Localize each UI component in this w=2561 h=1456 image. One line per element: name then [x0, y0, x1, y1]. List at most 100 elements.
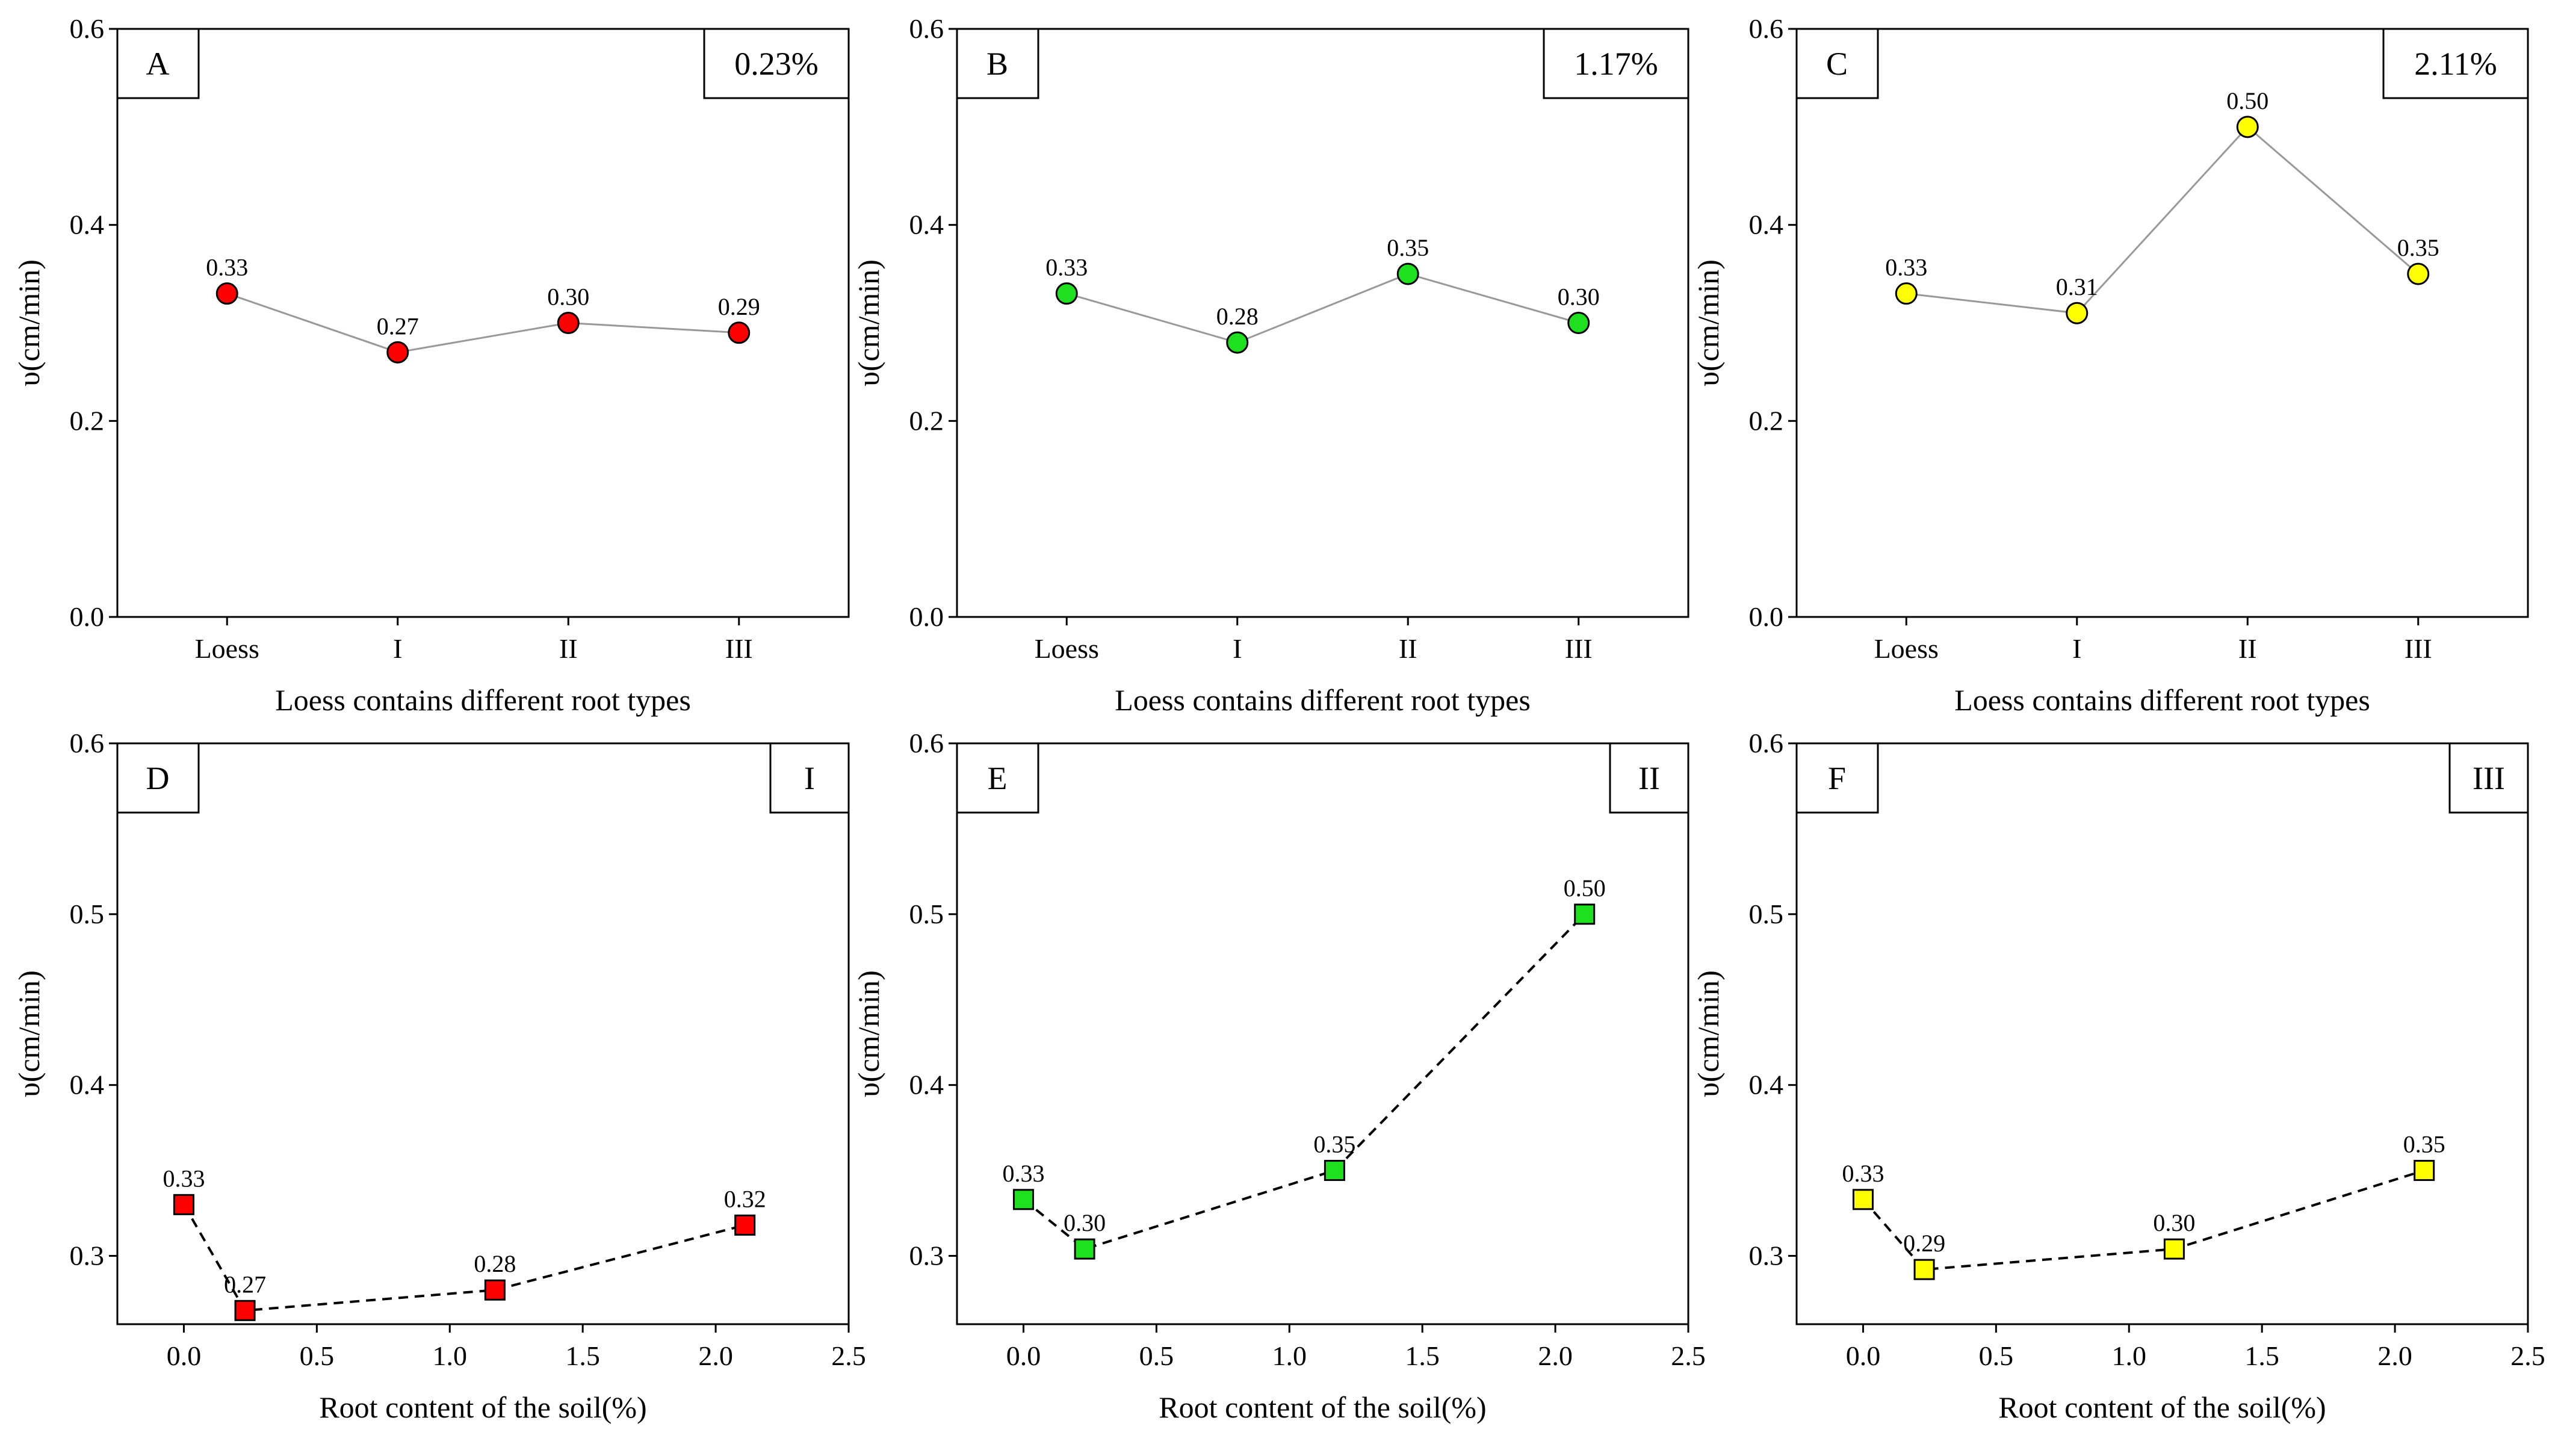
data-point: [734, 1214, 756, 1236]
panel-tag: II: [1638, 760, 1660, 796]
x-axis-title: Root content of the soil(%): [319, 1390, 646, 1424]
x-tick-label: 2.0: [698, 1340, 733, 1371]
y-tick-label: 0.3: [70, 1240, 105, 1271]
series-line: [1066, 273, 1579, 344]
y-tick-label: 0.4: [909, 209, 944, 240]
x-tick-label: 1.5: [565, 1340, 600, 1371]
data-point: [1913, 1259, 1935, 1280]
data-point: [1074, 1238, 1095, 1260]
x-tick-label: 2.0: [2377, 1340, 2412, 1371]
data-label: 0.33: [1885, 254, 1927, 281]
y-tick-label: 0.5: [1749, 899, 1784, 929]
x-tick-label: II: [2238, 633, 2257, 664]
y-tick-label: 0.3: [1749, 1240, 1784, 1271]
data-point: [2163, 1238, 2185, 1260]
data-label: 0.29: [718, 293, 760, 320]
y-tick-label: 0.5: [909, 899, 944, 929]
x-tick-label: 0.0: [1846, 1340, 1881, 1371]
plot-frame: [956, 742, 1689, 1325]
y-axis-title: υ(cm/min): [852, 259, 885, 386]
y-tick-label: 0.4: [1749, 209, 1784, 240]
panel-d: 0.3 0.4 0.5 0.6 0.0 0.5 1.0 1.5 2.0 2.5 Root conte…: [12, 728, 866, 1424]
data-point: [2066, 302, 2089, 324]
x-tick-label: II: [1399, 633, 1417, 664]
plot-frame: [1795, 28, 2529, 618]
data-label: 0.33: [163, 1165, 205, 1192]
series-line: [182, 1204, 746, 1312]
data-label: 0.35: [2403, 1131, 2445, 1158]
y-tick-label: 0.6: [70, 728, 105, 758]
data-label: 0.30: [547, 283, 589, 311]
data-point: [173, 1194, 194, 1215]
panel-tag-box: [769, 742, 850, 814]
y-tick-label: 0.2: [70, 405, 105, 436]
y-axis-title: υ(cm/min): [852, 970, 885, 1097]
panel-e: 0.3 0.4 0.5 0.6 0.0 0.5 1.0 1.5 2.0 2.5 Root conte…: [852, 728, 1706, 1424]
panel-label: D: [146, 760, 170, 796]
x-tick-label: I: [2072, 633, 2081, 664]
y-tick-label: 0.6: [909, 13, 944, 44]
y-tick-label: 0.3: [909, 1240, 944, 1271]
data-label: 0.50: [1564, 875, 1606, 902]
data-label: 0.30: [2153, 1209, 2195, 1236]
y-tick-label: 0.0: [909, 601, 944, 632]
panel-tag-box: [1543, 28, 1689, 99]
series-line: [1906, 125, 2419, 314]
panel-label: B: [986, 46, 1008, 82]
panel-label: A: [146, 46, 170, 82]
x-tick-label: 1.5: [2244, 1340, 2279, 1371]
panel-tag: I: [804, 760, 815, 796]
y-tick-label: 0.6: [909, 728, 944, 758]
y-tick-label: 0.0: [1749, 601, 1784, 632]
data-label: 0.33: [206, 254, 248, 281]
y-axis-title: υ(cm/min): [1691, 259, 1725, 386]
panel-tag-box: [2448, 742, 2529, 814]
data-point: [1055, 282, 1078, 305]
x-tick-label: II: [559, 633, 578, 664]
panel-tag-box: [2382, 28, 2529, 99]
x-tick-label: 2.5: [2510, 1340, 2545, 1371]
x-tick-label: 0.5: [1139, 1340, 1174, 1371]
x-tick-label: Loess: [195, 633, 259, 664]
x-tick-label: Loess: [1874, 633, 1939, 664]
y-axis-title: υ(cm/min): [1691, 970, 1725, 1097]
x-tick-label: 1.5: [1405, 1340, 1440, 1371]
x-tick-label: 2.5: [1671, 1340, 1706, 1371]
panel-label: C: [1826, 46, 1848, 82]
x-axis-title: Root content of the soil(%): [1159, 1390, 1486, 1424]
y-tick-label: 0.4: [1749, 1070, 1784, 1100]
panel-tag-box: [703, 28, 850, 99]
data-label: 0.31: [2056, 273, 2098, 300]
data-label: 0.29: [1903, 1230, 1945, 1257]
data-label: 0.35: [1387, 234, 1429, 261]
y-axis-title: υ(cm/min): [12, 970, 46, 1097]
x-tick-label: Loess: [1035, 633, 1099, 664]
x-axis-title: Loess contains different root types: [1954, 683, 2370, 717]
y-tick-label: 0.5: [70, 899, 105, 929]
data-label: 0.27: [224, 1271, 266, 1298]
panel-label-box: [956, 742, 1039, 814]
data-point: [1012, 1189, 1034, 1210]
y-tick-label: 0.6: [1749, 728, 1784, 758]
x-tick-label: 0.5: [300, 1340, 335, 1371]
plot-frame: [956, 28, 1689, 618]
x-tick-label: III: [2405, 633, 2432, 664]
panel-tag: 1.17%: [1574, 46, 1658, 82]
data-point: [2407, 262, 2430, 285]
panel-label-box: [116, 28, 200, 99]
x-tick-label: 2.5: [831, 1340, 866, 1371]
data-label: 0.28: [1216, 303, 1259, 330]
x-tick-label: 0.5: [1979, 1340, 2014, 1371]
data-label: 0.28: [474, 1250, 516, 1277]
x-tick-label: 0.0: [1006, 1340, 1041, 1371]
data-point: [557, 312, 580, 334]
panel-label-box: [116, 742, 200, 814]
data-label: 0.33: [1842, 1160, 1884, 1187]
panel-label: E: [988, 760, 1008, 796]
data-label: 0.35: [1313, 1131, 1355, 1158]
data-label: 0.27: [377, 312, 419, 339]
x-tick-label: 1.0: [2112, 1340, 2147, 1371]
